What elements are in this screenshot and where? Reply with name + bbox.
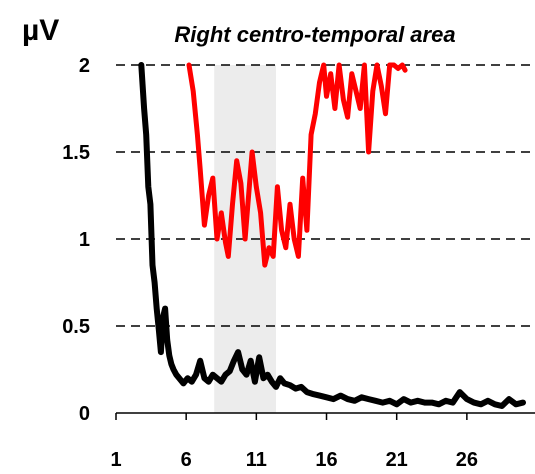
x-tick-label: 21 [386,449,408,471]
y-tick-label: 1 [79,229,90,251]
grid-lines [116,64,535,327]
y-tick-labels: 0 0.5 1 1.5 2 [62,55,90,425]
series-line-2 [138,62,526,409]
x-tick-label: 11 [246,449,267,471]
series-line-1 [186,62,408,268]
y-tick-label: 2 [79,55,90,77]
series-lines [138,62,526,409]
y-tick-label: 0 [79,403,90,425]
x-tick-label: 6 [181,449,192,471]
y-tick-label: 1.5 [62,142,90,164]
y-unit-label: µV [22,14,59,47]
x-tick-labels: 1 6 11 16 21 26 [110,449,478,471]
y-tick-label: 0.5 [62,316,90,338]
x-tick-label: 26 [456,449,478,471]
x-tick-label: 16 [315,449,337,471]
x-axis [115,412,535,420]
chart-title: Right centro-temporal area [174,22,455,47]
x-tick-label: 1 [110,449,121,471]
